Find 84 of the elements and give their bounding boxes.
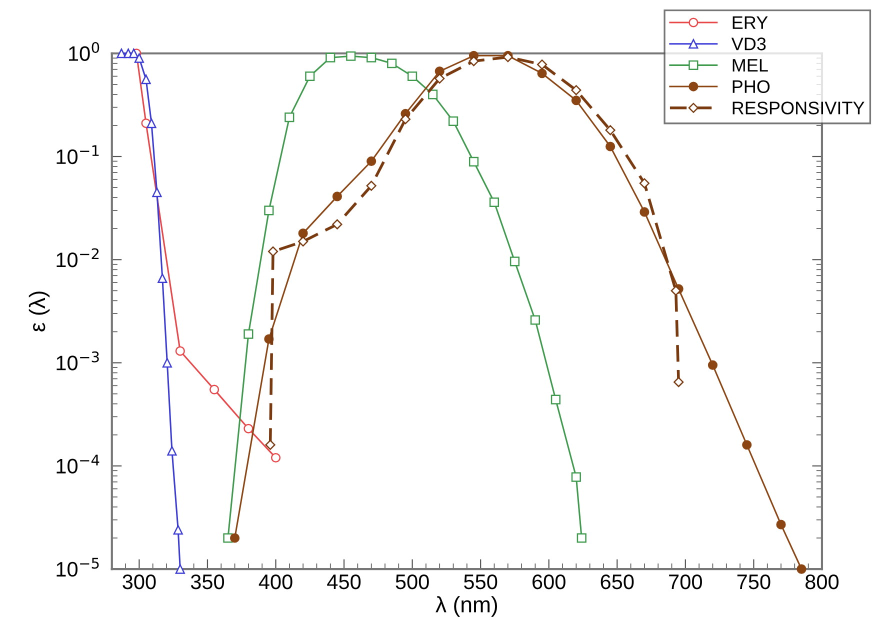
point xyxy=(332,192,342,202)
point xyxy=(428,90,438,100)
point xyxy=(796,564,806,574)
x-tick-label: 600 xyxy=(532,574,566,590)
point xyxy=(776,520,786,530)
point xyxy=(550,394,560,404)
point xyxy=(468,156,479,167)
point xyxy=(173,525,183,535)
point xyxy=(305,71,315,82)
point xyxy=(264,206,274,216)
point xyxy=(244,424,254,434)
x-axis-title: λ (nm) xyxy=(436,596,498,617)
point xyxy=(510,256,520,266)
point xyxy=(210,384,220,394)
y-tick-label: 10$^{−1}$ xyxy=(56,145,99,164)
point xyxy=(670,286,681,296)
point xyxy=(175,346,185,356)
point xyxy=(230,533,240,543)
point xyxy=(434,66,444,76)
point xyxy=(346,51,356,61)
legend-label: ERY xyxy=(732,16,768,29)
point xyxy=(571,85,582,96)
x-tick-label: 550 xyxy=(464,574,498,590)
point xyxy=(175,564,185,574)
y-tick-label: 10$^{−4}$ xyxy=(56,454,100,474)
point xyxy=(146,118,156,128)
point xyxy=(639,178,650,188)
y-tick-label: 10$^{−5}$ xyxy=(56,558,99,577)
point xyxy=(605,125,616,136)
y-tick-label: 10$^{−2}$ xyxy=(56,248,99,268)
point xyxy=(366,180,376,191)
point xyxy=(298,228,308,238)
legend-label: RESPONSIVITY xyxy=(732,102,864,114)
point xyxy=(489,197,500,208)
x-tick-label: 400 xyxy=(258,574,292,590)
x-tick-label: 750 xyxy=(737,574,770,590)
x-tick-label: 300 xyxy=(122,574,156,590)
point xyxy=(326,52,336,62)
point xyxy=(244,329,254,339)
point xyxy=(387,58,397,68)
point xyxy=(434,74,445,84)
point xyxy=(298,236,308,247)
point xyxy=(366,156,376,166)
point xyxy=(400,114,411,124)
x-tick-label: 350 xyxy=(190,574,224,590)
point xyxy=(134,53,144,63)
y-tick-label: 10$^{−3}$ xyxy=(56,351,99,370)
point xyxy=(162,358,172,368)
point xyxy=(116,48,126,58)
point xyxy=(366,52,376,62)
x-tick-label: 800 xyxy=(806,574,839,590)
point xyxy=(128,48,139,58)
legend-label: PHO xyxy=(732,80,770,94)
point xyxy=(742,440,752,450)
point xyxy=(571,96,581,106)
x-tick-label: 500 xyxy=(396,574,429,590)
point xyxy=(332,219,342,230)
point xyxy=(571,472,581,482)
point xyxy=(537,68,547,78)
legend-label: VD3 xyxy=(731,38,766,50)
point xyxy=(708,360,718,370)
x-tick-label: 450 xyxy=(327,574,361,590)
point xyxy=(536,59,548,70)
point xyxy=(448,116,458,126)
point xyxy=(167,446,177,456)
point xyxy=(141,74,151,84)
point xyxy=(530,315,540,325)
point xyxy=(268,246,278,257)
point xyxy=(606,142,616,152)
point xyxy=(640,207,650,217)
point xyxy=(152,187,162,198)
x-tick-label: 700 xyxy=(669,574,702,590)
point xyxy=(576,533,586,543)
point xyxy=(468,56,479,66)
point xyxy=(158,273,168,284)
point xyxy=(284,112,294,122)
point xyxy=(265,440,276,450)
y-axis-title: ε (λ) xyxy=(28,292,50,332)
x-tick-label: 650 xyxy=(600,574,634,590)
point xyxy=(408,71,418,82)
point xyxy=(674,377,684,388)
y-tick-label: 10$^{0}$ xyxy=(69,42,100,61)
legend-label: MEL xyxy=(732,59,768,72)
point xyxy=(270,452,281,463)
